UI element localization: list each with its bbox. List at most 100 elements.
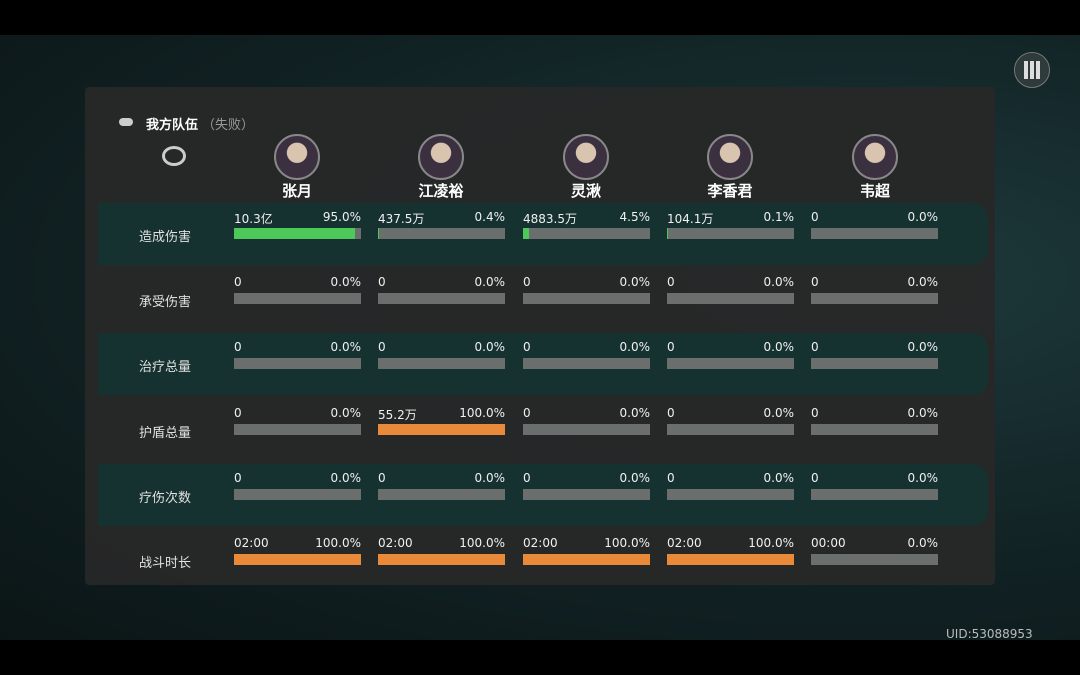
bar-track [667,228,794,239]
cell-value: 0 [378,470,386,485]
avatar [707,134,753,180]
toggle-icon [119,118,133,126]
cell-percent: 100.0% [748,536,794,550]
cell-percent: 0.0% [907,405,939,420]
cell-value: 02:00 [667,536,702,550]
cell-percent: 0.0% [907,275,939,290]
cell-value: 02:00 [378,536,413,550]
cell-value: 0 [234,275,242,290]
bar-track [378,488,505,500]
cell-percent: 0.0% [474,470,506,485]
cell-value: 0 [667,340,675,355]
cell-percent: 0.0% [907,210,939,224]
stats-icon [1024,61,1040,79]
cell-value: 0 [811,405,819,420]
bar-fill [234,228,355,239]
character-name: 张月 [281,182,312,200]
cell-percent: 0.0% [907,470,939,485]
character-name: 江凌裕 [418,182,464,200]
cell-value: 55.2万 [378,407,417,422]
panel-status: （失败） [202,118,255,133]
bar-track [667,293,794,305]
cell-value: 0 [811,470,819,485]
bar-track [234,358,361,370]
cell-percent: 0.0% [474,340,506,355]
cell-percent: 0.0% [619,275,651,290]
row-label: 疗伤次数 [138,490,191,506]
bar-fill [523,554,650,565]
bar-track [667,423,794,435]
bar-fill [378,423,505,435]
bar-track [378,228,505,239]
cell-percent: 100.0% [604,536,650,550]
avatar [274,134,320,180]
cell-value: 0 [523,275,531,290]
cell-value: 0 [811,275,819,290]
bar-track [811,228,938,239]
bar-fill [523,228,529,239]
bar-track [811,293,938,305]
cell-value: 0 [523,405,531,420]
row-label: 承受伤害 [138,295,191,311]
panel-title: 我方队伍 [146,118,199,133]
cell-value: 02:00 [523,536,558,550]
cell-percent: 0.0% [763,470,795,485]
cell-percent: 0.0% [330,340,362,355]
bar-fill [234,554,361,565]
uid: UID:53088953 [946,627,1033,641]
bar-track [811,554,938,565]
bar-track [523,228,650,239]
cell-value: 0 [523,340,531,355]
cell-value: 0 [811,340,819,355]
bar-track [234,293,361,305]
cell-value: 4883.5万 [523,212,577,226]
bar-track [811,488,938,500]
cell-value: 104.1万 [667,212,714,226]
cell-percent: 0.0% [330,275,362,290]
bar-fill [378,554,505,565]
bar-track [378,293,505,305]
cell-value: 0 [234,405,242,420]
switch-button[interactable] [162,146,186,166]
cell-percent: 100.0% [315,536,361,550]
bar-track [523,423,650,435]
cell-percent: 0.0% [330,405,362,420]
cell-percent: 100.0% [459,536,505,550]
cell-percent: 95.0% [322,210,361,224]
bar-track [234,488,361,500]
row-label: 护盾总量 [138,425,191,441]
cell-percent: 0.0% [330,470,362,485]
stats-button[interactable] [1014,52,1050,88]
bar-track [667,488,794,500]
bar-track [523,488,650,500]
avatar [563,134,609,180]
cell-value: 0 [234,340,242,355]
cell-percent: 0.0% [763,275,795,290]
cell-percent: 0.1% [763,210,795,224]
cell-percent: 0.4% [474,210,506,224]
cell-value: 02:00 [234,536,269,550]
bar-fill [667,554,794,565]
row-label: 治疗总量 [138,360,191,376]
cell-value: 0 [378,340,386,355]
cell-percent: 100.0% [459,405,505,420]
bar-track [378,423,505,435]
cell-value: 0 [234,470,242,485]
bar-track [523,554,650,565]
character-name: 灵湫 [570,182,601,200]
cell-percent: 0.0% [619,470,651,485]
cell-percent: 0.0% [619,340,651,355]
bar-track [378,358,505,370]
cell-value: 10.3亿 [234,212,273,226]
bar-fill [378,228,379,239]
bar-track [234,228,361,239]
cell-percent: 0.0% [763,405,795,420]
bar-track [811,423,938,435]
avatar [852,134,898,180]
bar-track [667,358,794,370]
character-name: 李香君 [707,182,753,200]
cell-percent: 0.0% [619,405,651,420]
bar-track [523,358,650,370]
row-label: 造成伤害 [138,230,191,245]
